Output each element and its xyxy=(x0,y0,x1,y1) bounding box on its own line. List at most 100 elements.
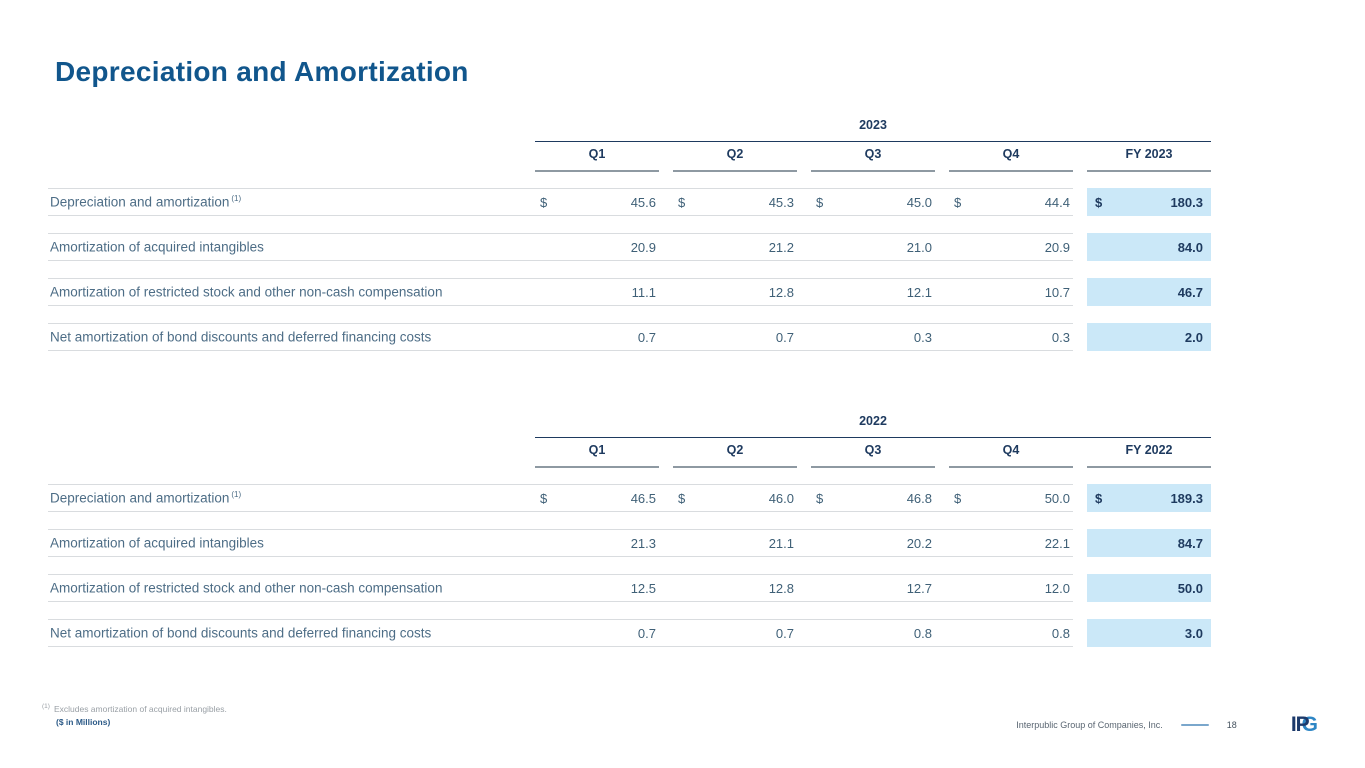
quarter-value: 20.9 xyxy=(1044,239,1070,255)
dollar-sign: $ xyxy=(954,490,962,506)
quarter-value-cell: 0.3 xyxy=(811,330,935,345)
quarter-value: 0.3 xyxy=(913,329,932,345)
footnote: (1) Excludes amortization of acquired int… xyxy=(42,703,227,714)
row-label: Net amortization of bond discounts and d… xyxy=(50,329,432,345)
quarter-value-cell: 21.0 xyxy=(811,240,935,255)
table-row: Amortization of acquired intangibles 20.9… xyxy=(48,233,1215,261)
fy-total-cell: $180.3 xyxy=(1087,188,1211,216)
quarter-value-cell: 0.7 xyxy=(535,626,659,641)
quarter-value-cell: $46.5 xyxy=(535,491,659,506)
quarter-value: 12.5 xyxy=(630,580,656,596)
fy-total-value: 84.0 xyxy=(1177,239,1203,255)
financial-table-2022: 2022 Q1 Q2 Q3 Q4 FY 2022 Depreciation and amor… xyxy=(48,414,1215,664)
quarter-value-cell: 21.3 xyxy=(535,536,659,551)
table-row: Amortization of acquired intangibles 21.3… xyxy=(48,529,1215,557)
quarter-value-cell: 10.7 xyxy=(949,285,1073,300)
row-label: Depreciation and amortization (1) xyxy=(50,490,242,506)
quarter-value: 12.8 xyxy=(768,580,794,596)
quarter-value: 12.0 xyxy=(1044,580,1070,596)
row-main: Net amortization of bond discounts and d… xyxy=(48,323,1073,351)
quarter-value: 45.3 xyxy=(768,194,794,210)
quarter-value: 0.7 xyxy=(637,329,656,345)
row-main: Amortization of restricted stock and oth… xyxy=(48,574,1073,602)
quarter-value-cell: 0.8 xyxy=(949,626,1073,641)
row-main: Amortization of restricted stock and oth… xyxy=(48,278,1073,306)
quarter-value-cell: 12.8 xyxy=(673,581,797,596)
quarter-value-cell: 21.2 xyxy=(673,240,797,255)
column-header: Q1 xyxy=(535,147,659,172)
logo-letters-ip: IP xyxy=(1290,713,1310,736)
quarter-value-cell: 0.3 xyxy=(949,330,1073,345)
quarter-value: 0.8 xyxy=(913,625,932,641)
fy-total-cell: 2.0 xyxy=(1087,323,1211,351)
table-row: Net amortization of bond discounts and d… xyxy=(48,619,1215,647)
column-header: Q4 xyxy=(949,443,1073,468)
fy-total-value: 2.0 xyxy=(1184,329,1203,345)
quarter-value: 21.3 xyxy=(630,535,656,551)
row-main: Net amortization of bond discounts and d… xyxy=(48,619,1073,647)
footnote-ref: (1) xyxy=(231,490,242,500)
dollar-sign: $ xyxy=(954,194,962,210)
dollar-sign: $ xyxy=(540,490,548,506)
footnotes: (1) Excludes amortization of acquired int… xyxy=(42,703,227,727)
fy-total-value: 84.7 xyxy=(1177,535,1203,551)
quarter-value-cell: 20.2 xyxy=(811,536,935,551)
dollar-sign: $ xyxy=(540,194,548,210)
quarter-value: 21.0 xyxy=(906,239,932,255)
fy-total-value: 180.3 xyxy=(1170,194,1203,210)
quarter-value-cell: 12.0 xyxy=(949,581,1073,596)
quarter-value: 12.8 xyxy=(768,284,794,300)
quarter-value-cell: $45.0 xyxy=(811,195,935,210)
units-note: ($ in Millions) xyxy=(56,716,111,727)
quarter-value: 0.8 xyxy=(1051,625,1070,641)
column-header: Q3 xyxy=(811,147,935,172)
quarter-value: 0.7 xyxy=(637,625,656,641)
fy-total-value: 46.7 xyxy=(1177,284,1203,300)
row-label: Amortization of restricted stock and oth… xyxy=(50,580,443,596)
quarter-value-cell: 20.9 xyxy=(535,240,659,255)
footer-divider xyxy=(1180,723,1209,726)
quarter-value-cell: $50.0 xyxy=(949,491,1073,506)
dollar-sign: $ xyxy=(816,490,824,506)
quarter-value-cell: $45.3 xyxy=(673,195,797,210)
quarter-value-cell: $46.0 xyxy=(673,491,797,506)
logo-letter-g: G xyxy=(1301,713,1318,736)
fy-total-cell: 84.7 xyxy=(1087,529,1211,557)
quarter-value: 22.1 xyxy=(1044,535,1070,551)
year-header: 2023 xyxy=(535,118,1211,142)
quarter-value-cell: 21.1 xyxy=(673,536,797,551)
dollar-sign: $ xyxy=(816,194,824,210)
column-header: Q2 xyxy=(673,147,797,172)
quarter-value: 10.7 xyxy=(1044,284,1070,300)
quarter-value-cell: 11.1 xyxy=(535,285,659,300)
quarter-value-cell: 0.8 xyxy=(811,626,935,641)
quarter-value-cell: 0.7 xyxy=(535,330,659,345)
quarter-value: 46.0 xyxy=(768,490,794,506)
ipg-logo: IPG xyxy=(1290,713,1318,736)
quarter-value-cell: 22.1 xyxy=(949,536,1073,551)
footnote-marker: (1) xyxy=(42,703,50,710)
row-main: Amortization of acquired intangibles 21.3… xyxy=(48,529,1073,557)
quarter-value-cell: 12.1 xyxy=(811,285,935,300)
dollar-sign: $ xyxy=(678,194,686,210)
row-main: Depreciation and amortization (1) $46.5 $46… xyxy=(48,484,1073,512)
row-label: Depreciation and amortization (1) xyxy=(50,194,242,210)
quarter-value: 45.6 xyxy=(630,194,656,210)
dollar-sign: $ xyxy=(1095,194,1103,210)
fy-total-value: 189.3 xyxy=(1170,490,1203,506)
column-header-row: Q1 Q2 Q3 Q4 FY 2023 xyxy=(48,147,1215,172)
column-header: Q4 xyxy=(949,147,1073,172)
quarter-value: 12.7 xyxy=(906,580,932,596)
year-header: 2022 xyxy=(535,414,1211,438)
quarter-value: 50.0 xyxy=(1044,490,1070,506)
table-row: Net amortization of bond discounts and d… xyxy=(48,323,1215,351)
table-row: Amortization of restricted stock and oth… xyxy=(48,574,1215,602)
quarter-value: 21.2 xyxy=(768,239,794,255)
footnote-ref: (1) xyxy=(231,194,242,204)
quarter-value-cell: $45.6 xyxy=(535,195,659,210)
quarter-value: 20.2 xyxy=(906,535,932,551)
quarter-value: 0.3 xyxy=(1051,329,1070,345)
column-header: Q1 xyxy=(535,443,659,468)
page-title: Depreciation and Amortization xyxy=(55,56,469,87)
